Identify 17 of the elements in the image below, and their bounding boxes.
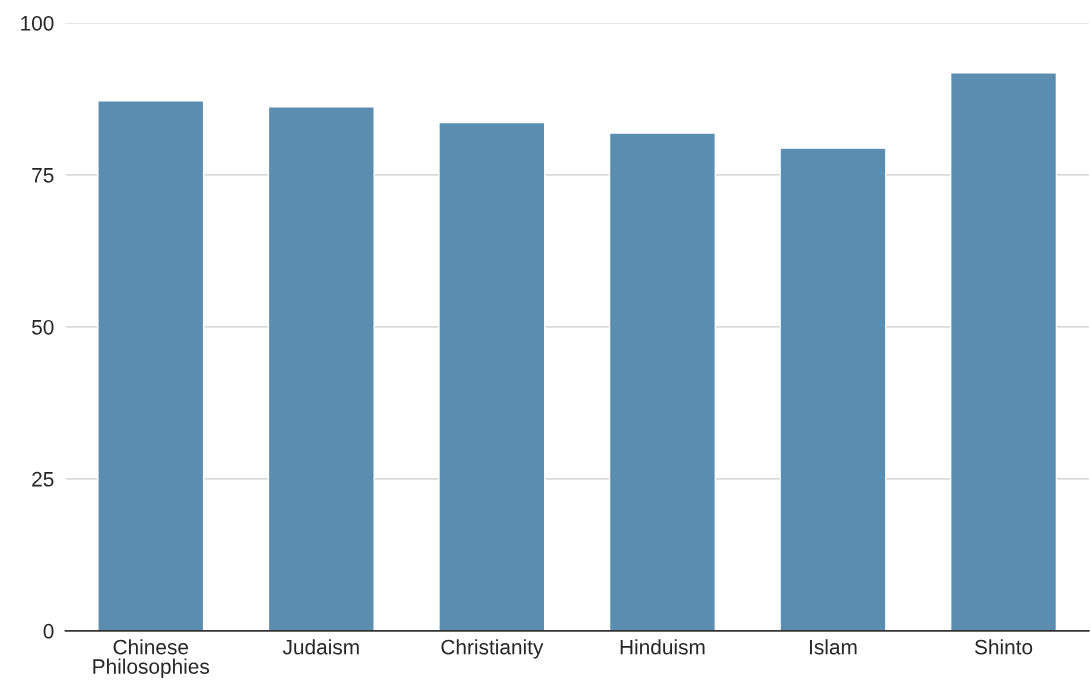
x-tick-label: Judaism — [282, 639, 359, 655]
y-tick-label: 25 — [32, 471, 54, 487]
y-tick-label: 100 — [21, 15, 54, 31]
bar — [267, 106, 375, 631]
bar — [608, 132, 716, 631]
x-tick-label: Chinese Philosophies — [93, 639, 210, 679]
x-tick-label: Islam — [810, 639, 857, 655]
bar — [438, 121, 546, 631]
x-tick-label: Christianity — [441, 639, 544, 659]
x-tick-label: Hinduism — [620, 639, 705, 655]
x-tick-label: Shinto — [974, 639, 1033, 655]
y-tick-label: 75 — [32, 168, 54, 183]
bar — [949, 72, 1058, 631]
y-tick-label: 0 — [43, 623, 54, 639]
bar — [97, 100, 205, 631]
bar — [779, 147, 887, 631]
y-tick-label: 50 — [32, 319, 54, 335]
